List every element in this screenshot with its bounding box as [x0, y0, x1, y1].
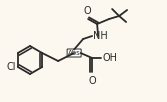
Text: NH: NH [93, 31, 108, 41]
Text: Cl: Cl [6, 62, 16, 72]
FancyBboxPatch shape [67, 49, 81, 57]
Text: Abs: Abs [68, 50, 80, 56]
Text: O: O [88, 76, 96, 86]
Text: O: O [83, 6, 91, 16]
Text: OH: OH [102, 53, 117, 63]
